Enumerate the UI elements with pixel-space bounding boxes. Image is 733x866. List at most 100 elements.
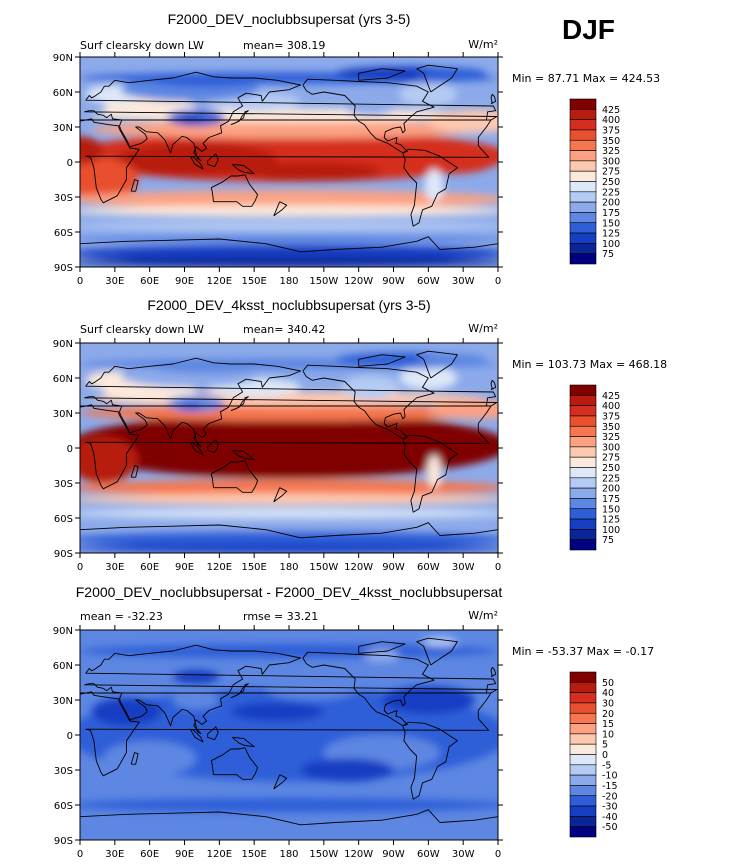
shading-region (230, 702, 324, 722)
colorbar-box (569, 692, 597, 704)
coastline (210, 747, 259, 780)
panel-left-label: Surf clearsky down LW (80, 39, 204, 52)
lon-tick-label: 90W (382, 276, 405, 287)
lat-tick-label: 30S (54, 766, 73, 777)
colorbar-label: 350 (602, 136, 620, 147)
coastline (130, 179, 139, 192)
map-panel-2: F2000_DEV_4ksst_noclubbsupersat (yrs 3-5… (53, 297, 667, 573)
coastline (302, 364, 435, 440)
colorbar-box (569, 181, 597, 193)
shading-region (341, 92, 400, 116)
shading-region (80, 479, 498, 496)
lon-tick-label: 0 (77, 562, 83, 573)
shading-region (80, 136, 104, 165)
coastline (273, 201, 288, 217)
colorbar-box (569, 795, 597, 807)
map-panel-3: F2000_DEV_noclubbsupersat - F2000_DEV_4k… (53, 584, 654, 860)
shading-region (80, 205, 498, 217)
shading-region (80, 234, 498, 244)
colorbar-label: 300 (602, 442, 620, 453)
shading-region (80, 798, 498, 812)
lon-tick-label: 30W (452, 276, 475, 287)
lon-tick-label: 90E (175, 562, 194, 573)
panel-minmax: Min = -53.37 Max = -0.17 (512, 645, 654, 658)
colorbar-label: 225 (602, 187, 620, 198)
coastline (189, 155, 204, 170)
colorbar-label: 150 (602, 504, 620, 515)
shading-region (381, 686, 475, 714)
lon-tick-label: 30W (452, 562, 475, 573)
shading-region (80, 158, 139, 201)
map-field (80, 57, 498, 267)
colorbar-box (569, 805, 597, 817)
lon-tick-label: 90E (175, 276, 194, 287)
colorbar-box (569, 446, 597, 458)
colorbar-label: -5 (602, 760, 611, 771)
season-label: DJF (562, 14, 615, 45)
coastline (490, 93, 497, 105)
colorbar-box (569, 816, 597, 827)
coastline (402, 721, 458, 800)
colorbar-label: 75 (602, 535, 614, 546)
colorbar-label: 50 (602, 678, 614, 689)
coastlines (80, 350, 498, 539)
shading-region (230, 442, 394, 466)
colorbar-label: 175 (602, 494, 620, 505)
colorbar-label: -40 (602, 812, 618, 823)
lon-tick-label: 0 (495, 562, 501, 573)
panel-left-label: Surf clearsky down LW (80, 323, 204, 336)
shading-region (80, 257, 498, 267)
lon-tick-label: 60W (417, 562, 440, 573)
coastline (231, 736, 255, 748)
colorbar-label: 325 (602, 432, 620, 443)
coastline (207, 726, 219, 741)
colorbar-label: 250 (602, 177, 620, 188)
colorbar-label: 375 (602, 125, 620, 136)
colorbar-box (569, 191, 597, 203)
colorbar-label: 175 (602, 208, 620, 219)
colorbar-label: 150 (602, 218, 620, 229)
coastline (416, 350, 458, 379)
colorbar-label: 15 (602, 719, 614, 730)
panel-center-label: mean= 308.19 (243, 39, 325, 52)
map-field (80, 343, 498, 553)
colorbar-label: -20 (602, 791, 618, 802)
map-shading (80, 66, 498, 267)
lat-tick-label: 60N (53, 374, 73, 385)
shading-region (80, 508, 498, 518)
colorbar-label: 125 (602, 515, 620, 526)
coastline (80, 691, 492, 777)
map-panel-1: F2000_DEV_noclubbsupersat (yrs 3-5) Surf … (53, 11, 660, 287)
coastline (189, 728, 204, 743)
lon-tick-label: 90E (175, 849, 194, 860)
shading-region (399, 82, 458, 107)
coastline (402, 148, 458, 227)
colorbar-box (569, 467, 597, 479)
lon-tick-label: 120E (207, 276, 232, 287)
coastline (80, 236, 498, 253)
shading-region (80, 521, 498, 531)
panel-minmax: Min = 103.73 Max = 468.18 (512, 358, 667, 371)
colorbar-label: 40 (602, 688, 614, 699)
coastlines (80, 637, 498, 826)
shading-region (265, 676, 359, 700)
coastline (416, 637, 458, 666)
lon-tick-label: 150E (241, 562, 266, 573)
coastline (80, 118, 492, 204)
colorbar-box (569, 160, 597, 172)
colorbar-label: 375 (602, 411, 620, 422)
colorbar-label: 225 (602, 473, 620, 484)
colorbar-box (569, 384, 597, 396)
coastline (130, 752, 139, 765)
colorbar-label: -15 (602, 781, 618, 792)
colorbar-box (569, 222, 597, 234)
coastline (80, 522, 498, 539)
colorbar-label: 200 (602, 198, 620, 209)
colorbar-label: 30 (602, 698, 614, 709)
colorbar-box (569, 415, 597, 427)
panel-units-label: W/m² (468, 322, 498, 335)
map-field (80, 630, 498, 840)
colorbar-box (569, 702, 597, 714)
colorbar-box (569, 498, 597, 510)
